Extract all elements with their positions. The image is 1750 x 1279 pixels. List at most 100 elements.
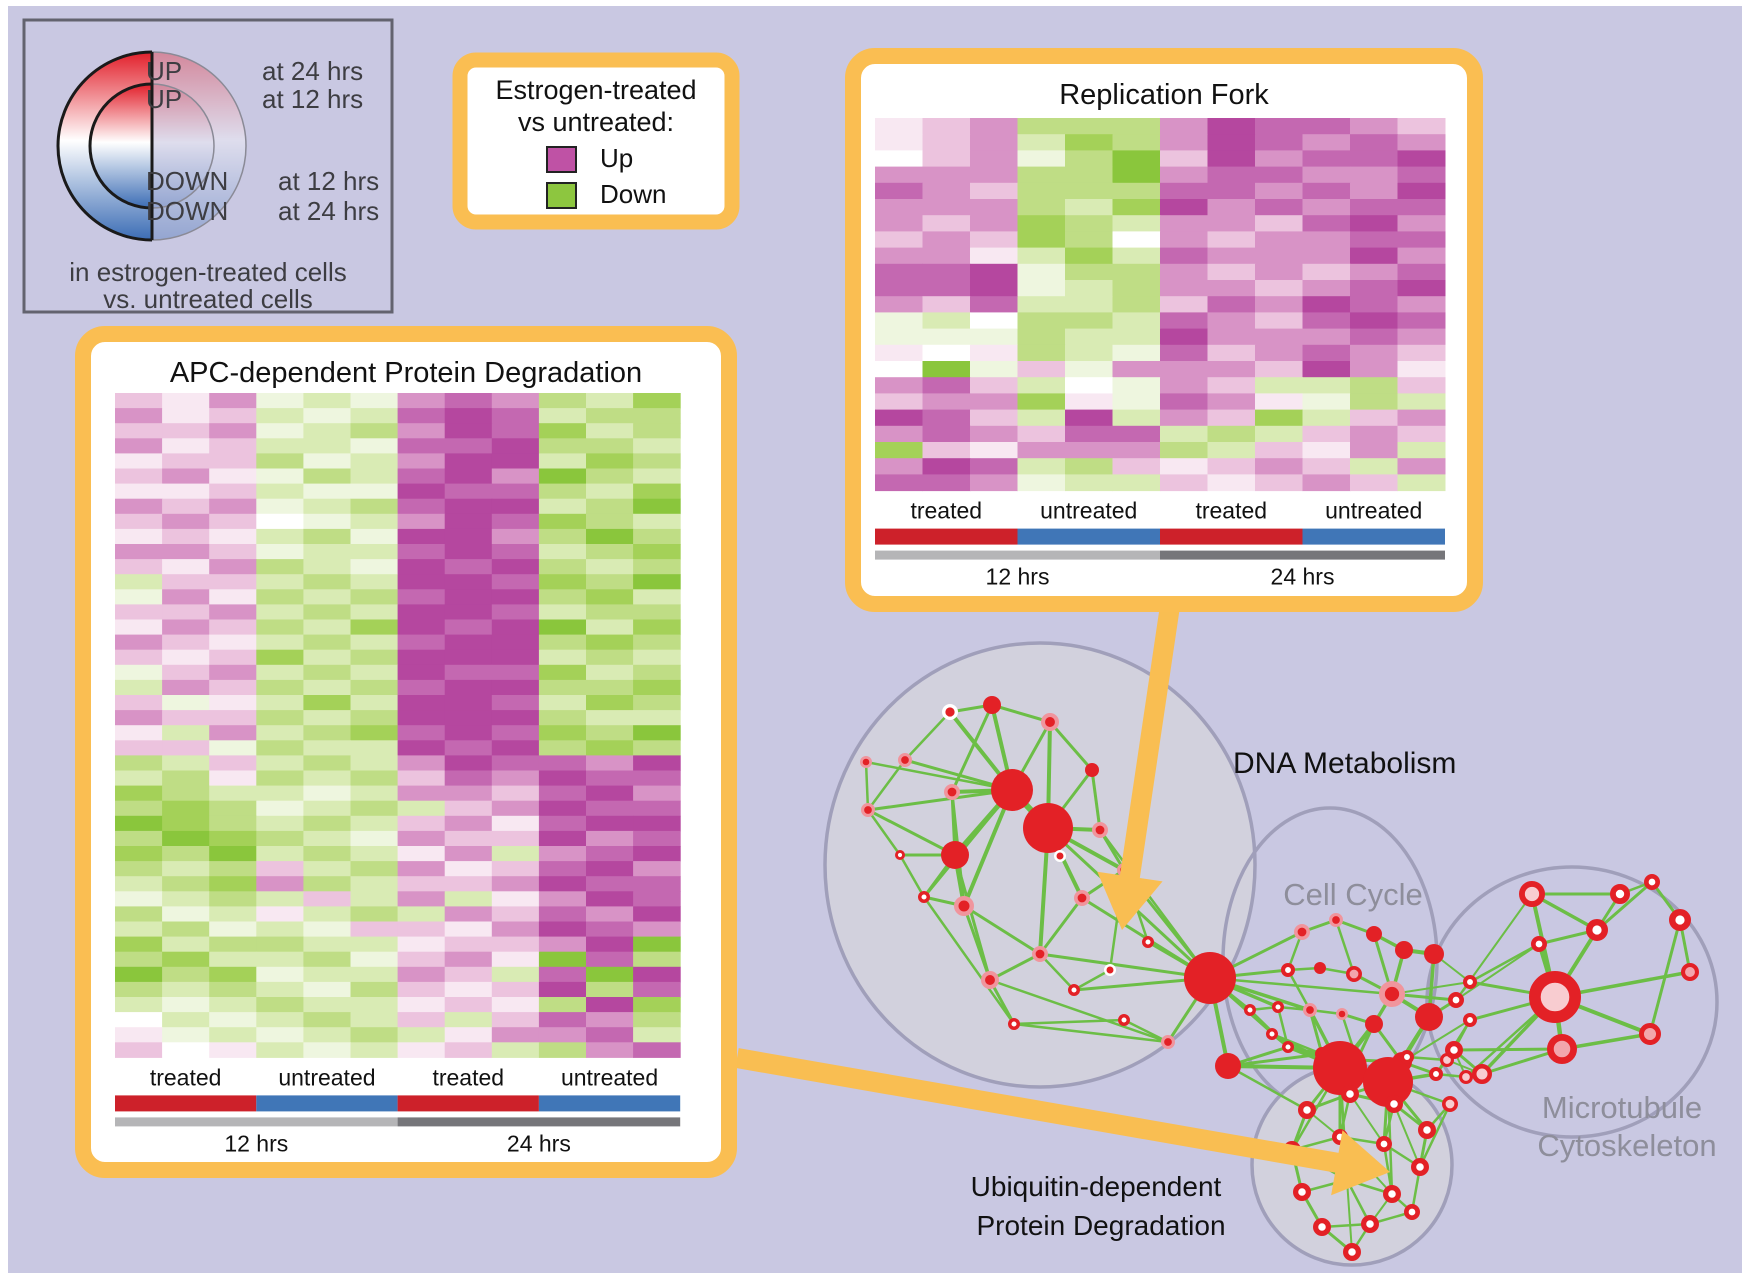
heatmap-cell bbox=[303, 755, 351, 771]
heatmap-cell bbox=[1302, 425, 1351, 443]
heatmap-cell bbox=[1350, 442, 1398, 459]
heatmap-cell bbox=[303, 423, 351, 439]
heatmap-cell bbox=[1207, 182, 1256, 200]
heatmap-cell bbox=[1065, 231, 1113, 249]
network-edge bbox=[1038, 896, 1084, 956]
heatmap-cell bbox=[115, 755, 163, 771]
heatmap-cell bbox=[491, 1012, 540, 1028]
heatmap-cell bbox=[444, 634, 493, 651]
heatmap-cell bbox=[538, 830, 587, 847]
heatmap-cell bbox=[875, 296, 923, 313]
heatmap-cell bbox=[1065, 118, 1113, 135]
heatmap-cell bbox=[303, 438, 351, 454]
heatmap-cell bbox=[1350, 361, 1398, 378]
heatmap-cell bbox=[538, 649, 587, 666]
heatmap-cell bbox=[1350, 199, 1398, 216]
network-node bbox=[1265, 1027, 1278, 1040]
heatmap-cell bbox=[350, 1027, 399, 1043]
heatmap-cell bbox=[256, 604, 304, 620]
legend-swatch-down bbox=[546, 182, 577, 209]
heatmap-cell bbox=[538, 846, 587, 862]
heatmap-cell bbox=[209, 740, 257, 756]
heatmap-cell bbox=[1255, 377, 1303, 394]
heatmap-cell bbox=[875, 442, 923, 459]
heatmap-cell bbox=[633, 393, 681, 409]
network-node bbox=[1328, 913, 1343, 928]
heatmap-cell bbox=[397, 679, 446, 696]
network-node bbox=[1366, 926, 1382, 942]
heatmap-cell bbox=[922, 134, 971, 151]
heatmap-cell bbox=[922, 393, 971, 411]
heatmap-cell bbox=[162, 559, 210, 575]
network-edge bbox=[1072, 968, 1112, 992]
heatmap-cell bbox=[115, 785, 163, 802]
group-label: treated bbox=[910, 498, 982, 524]
heatmap-cell bbox=[397, 619, 446, 636]
heatmap-cell bbox=[1017, 393, 1066, 411]
heatmap-cell bbox=[256, 695, 304, 711]
heatmap-cell bbox=[1017, 344, 1066, 362]
heatmap-cell bbox=[162, 589, 210, 605]
heatmap-cell bbox=[1255, 182, 1303, 200]
heatmap-cell bbox=[209, 936, 257, 953]
network-node bbox=[1417, 1120, 1436, 1139]
heatmap-cell bbox=[586, 483, 634, 500]
heatmap-cell bbox=[538, 1042, 587, 1058]
heatmap-cell bbox=[162, 740, 210, 756]
heatmap-cell bbox=[586, 513, 634, 530]
heatmap-cell bbox=[256, 906, 304, 922]
heatmap-cell bbox=[875, 118, 923, 135]
heatmap-cell bbox=[209, 966, 257, 983]
heatmap-cell bbox=[209, 498, 257, 515]
heatmap-cell bbox=[538, 981, 587, 998]
heatmap-cell bbox=[491, 453, 540, 469]
network-node bbox=[1294, 923, 1311, 940]
network-edge bbox=[1393, 1103, 1421, 1168]
heatmap-cell bbox=[444, 997, 493, 1013]
heatmap-cell bbox=[538, 800, 587, 817]
heatmap-cell bbox=[633, 695, 681, 711]
heatmap-cell bbox=[162, 936, 210, 953]
heatmap-cell bbox=[633, 589, 681, 605]
heatmap-cell bbox=[586, 498, 634, 515]
heatmap-cell bbox=[350, 574, 399, 590]
network-node bbox=[1215, 1053, 1241, 1079]
heatmap-cell bbox=[586, 997, 634, 1013]
heatmap-cell bbox=[875, 409, 923, 427]
heatmap-cell bbox=[256, 921, 304, 938]
heatmap-cell bbox=[444, 876, 493, 892]
heatmap-cell bbox=[538, 997, 587, 1013]
heatmap-cell bbox=[922, 150, 971, 168]
heatmap-cell bbox=[350, 846, 399, 862]
heatmap-cell bbox=[586, 619, 634, 636]
heatmap-cell bbox=[586, 649, 634, 666]
heatmap-cell bbox=[115, 695, 163, 711]
heatmap-cell bbox=[1397, 409, 1446, 427]
panel-apc-degradation: APC-dependent Protein Degradation treated… bbox=[75, 326, 737, 1178]
heatmap-cell bbox=[115, 830, 163, 847]
heatmap-cell bbox=[444, 498, 493, 515]
heatmap-cell bbox=[538, 876, 587, 892]
heatmap-cell bbox=[1350, 393, 1398, 411]
heatmap-cell bbox=[303, 936, 351, 953]
heatmap-cell bbox=[586, 574, 634, 590]
heatmap-cell bbox=[970, 344, 1018, 362]
panel-replication-fork: Replication Fork treated untreated treated u… bbox=[845, 48, 1483, 612]
heatmap-cell bbox=[1065, 296, 1113, 313]
heatmap-cell bbox=[586, 936, 634, 953]
heatmap-cell bbox=[162, 906, 210, 922]
time-bar bbox=[1160, 550, 1445, 560]
heatmap-cell bbox=[162, 1027, 210, 1043]
heatmap-cell bbox=[397, 981, 446, 998]
heatmap-cell bbox=[444, 483, 493, 500]
heatmap-cell bbox=[633, 634, 681, 651]
heatmap-cell bbox=[1017, 263, 1066, 281]
panel-title-replication-fork: Replication Fork bbox=[1059, 79, 1269, 111]
heatmap-cell bbox=[1397, 150, 1446, 168]
heatmap-cell bbox=[875, 425, 923, 443]
heatmap-cell bbox=[115, 513, 163, 530]
heatmap-cell bbox=[256, 740, 304, 756]
heatmap-cell bbox=[303, 589, 351, 605]
heatmap-cell bbox=[397, 544, 446, 560]
